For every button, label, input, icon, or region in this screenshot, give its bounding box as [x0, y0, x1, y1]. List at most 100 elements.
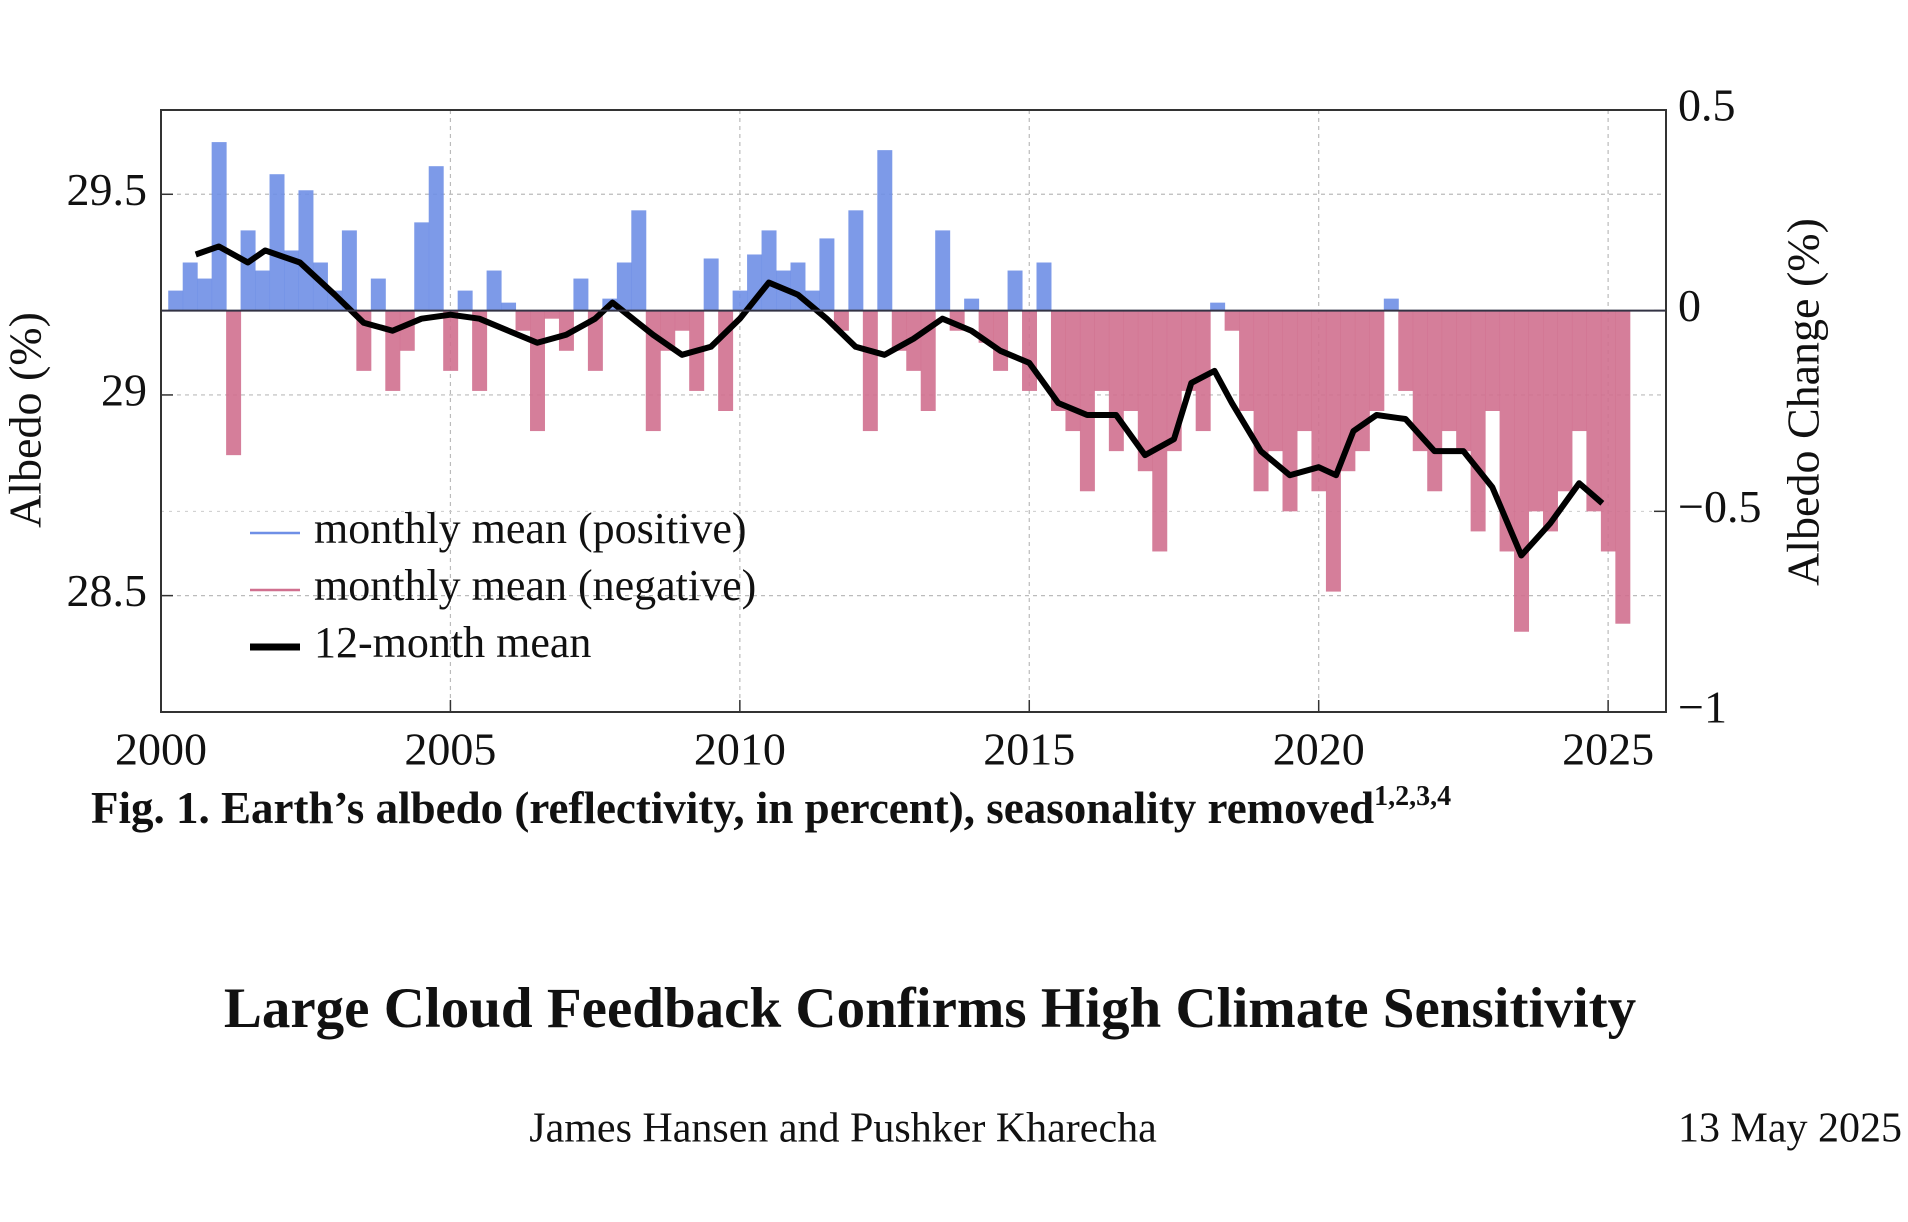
- monthly-bar: [197, 278, 213, 311]
- monthly-bar: [1542, 310, 1558, 532]
- monthly-bar: [182, 262, 198, 311]
- monthly-bar: [226, 310, 242, 456]
- monthly-bar: [1094, 310, 1110, 391]
- monthly-bar: [1470, 310, 1486, 532]
- y-tick-label: 29.5: [67, 164, 148, 215]
- monthly-bar: [616, 262, 632, 311]
- paper-title: Large Cloud Feedback Confirms High Clima…: [224, 977, 1636, 1040]
- legend-label: monthly mean (positive): [314, 504, 747, 553]
- monthly-bar: [1615, 310, 1631, 624]
- monthly-bar: [674, 310, 690, 331]
- figure-caption: Fig. 1. Earth’s albedo (reflectivity, in…: [91, 781, 1451, 833]
- monthly-bar: [1210, 302, 1226, 311]
- monthly-bar: [515, 310, 531, 331]
- y2-tick-label: 0.5: [1678, 80, 1736, 131]
- monthly-bar: [486, 270, 502, 311]
- monthly-bar: [1065, 310, 1081, 432]
- monthly-bar: [168, 290, 184, 311]
- monthly-bar: [1137, 310, 1153, 472]
- monthly-bar: [877, 150, 893, 311]
- caption-text: Fig. 1. Earth’s albedo (reflectivity, in…: [91, 783, 1374, 833]
- monthly-bar: [1528, 310, 1544, 512]
- monthly-bar: [269, 174, 285, 311]
- monthly-bar: [1253, 310, 1269, 492]
- monthly-bar: [1050, 310, 1066, 411]
- monthly-bar: [1224, 310, 1240, 331]
- chart: 2000 2005 2010 2015 2020 2025 29.5 29 28.5 0.5 0 −0…: [67, 80, 1762, 775]
- y-tick-label: 28.5: [67, 565, 148, 616]
- monthly-bar: [1268, 310, 1284, 452]
- monthly-bar: [341, 230, 357, 311]
- y-axis-label: Albedo (%): [0, 312, 51, 528]
- monthly-bar: [370, 278, 386, 311]
- monthly-bar: [1485, 310, 1501, 411]
- monthly-bar: [1195, 310, 1211, 432]
- x-tick-label: 2025: [1562, 724, 1654, 775]
- monthly-bar: [544, 310, 560, 319]
- monthly-bar: [1296, 310, 1312, 432]
- monthly-bar: [819, 238, 835, 311]
- x-tick-label: 2015: [983, 724, 1075, 775]
- monthly-bar: [761, 230, 777, 311]
- monthly-bar: [1586, 310, 1602, 512]
- monthly-bar: [530, 310, 545, 432]
- y2-axis-label: Albedo Change (%): [1778, 218, 1829, 586]
- x-tick-label: 2000: [115, 724, 207, 775]
- monthly-bar: [385, 310, 401, 391]
- monthly-bar: [1108, 310, 1124, 452]
- monthly-bar: [790, 262, 806, 311]
- legend-label: monthly mean (negative): [314, 561, 756, 610]
- monthly-bar: [703, 258, 719, 311]
- legend-label: 12-month mean: [314, 618, 591, 667]
- monthly-bar: [1152, 310, 1168, 552]
- mean-line: [194, 243, 1605, 559]
- monthly-bar: [964, 298, 980, 311]
- authors: James Hansen and Pushker Kharecha: [529, 1106, 1157, 1152]
- monthly-bar: [457, 290, 473, 311]
- monthly-bar: [1311, 310, 1327, 492]
- monthly-bar: [573, 278, 589, 311]
- monthly-bar: [1007, 270, 1023, 311]
- monthly-bar: [558, 310, 574, 351]
- monthly-bar: [428, 166, 444, 311]
- y2-tick-label: 0: [1678, 280, 1701, 331]
- monthly-bar: [1456, 310, 1472, 452]
- plot-frame: [160, 109, 1667, 713]
- monthly-bar: [443, 310, 459, 371]
- monthly-bar: [284, 250, 299, 311]
- monthly-bar: [1181, 310, 1197, 391]
- monthly-bar: [1600, 310, 1616, 552]
- monthly-bar: [862, 310, 878, 432]
- monthly-bar: [1022, 310, 1038, 391]
- monthly-bar: [1383, 298, 1399, 311]
- x-tick-label: 2020: [1273, 724, 1365, 775]
- monthly-bar: [1571, 310, 1587, 432]
- monthly-bar: [587, 310, 603, 371]
- monthly-bar: [240, 230, 256, 311]
- monthly-bar: [1282, 310, 1298, 512]
- monthly-bar: [1036, 262, 1052, 311]
- x-tick-label: 2005: [404, 724, 496, 775]
- monthly-bar: [255, 270, 271, 311]
- monthly-bar: [1499, 310, 1515, 552]
- monthly-bar: [1514, 310, 1530, 632]
- y2-tick-label: −1: [1678, 682, 1727, 733]
- monthly-bar: [848, 210, 864, 311]
- monthly-bar: [414, 222, 430, 311]
- monthly-bar: [1398, 310, 1414, 391]
- monthly-bar: [993, 310, 1009, 371]
- monthly-bar: [1557, 310, 1573, 492]
- date: 13 May 2025: [1678, 1106, 1902, 1152]
- monthly-bar: [891, 310, 907, 351]
- monthly-bar: [732, 290, 748, 311]
- monthly-bar: [920, 310, 936, 411]
- x-tick-label: 2010: [694, 724, 786, 775]
- monthly-bar: [1427, 310, 1443, 492]
- caption-superscript: 1,2,3,4: [1374, 781, 1451, 812]
- monthly-bar: [1412, 310, 1428, 452]
- monthly-bar: [501, 302, 517, 311]
- monthly-bar: [211, 142, 227, 311]
- monthly-bar: [399, 310, 415, 351]
- monthly-bar: [1325, 310, 1341, 592]
